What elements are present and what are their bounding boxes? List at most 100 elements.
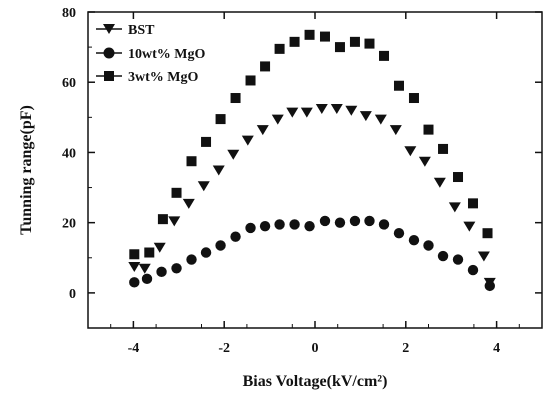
data-point: [319, 31, 330, 42]
data-point: [330, 104, 343, 115]
data-point: [197, 181, 210, 192]
data-point: [408, 93, 419, 104]
data-point: [452, 254, 464, 265]
x-tick-label: 4: [493, 341, 500, 356]
data-point: [304, 29, 315, 40]
data-point: [393, 80, 404, 91]
data-point: [138, 263, 151, 274]
data-point: [289, 219, 300, 230]
legend-label-10wt-mgo: 10wt% MgO: [128, 47, 205, 62]
data-point: [393, 228, 405, 239]
data-point: [171, 263, 182, 274]
data-point: [404, 146, 417, 157]
data-point: [144, 247, 155, 258]
data-point: [201, 136, 212, 147]
data-point: [334, 42, 345, 53]
data-point: [374, 114, 387, 125]
x-tick-labels: -4 -2 0 2 4: [128, 341, 501, 356]
series-3wt-mgo: [129, 29, 493, 260]
data-point: [304, 220, 315, 232]
data-point: [156, 266, 167, 278]
data-point: [378, 219, 390, 230]
data-point: [153, 242, 166, 253]
data-point: [315, 104, 328, 115]
data-point: [215, 114, 226, 125]
data-point: [200, 247, 212, 258]
y-tick-label: 40: [62, 146, 76, 161]
data-point: [256, 125, 269, 136]
data-point: [230, 93, 241, 104]
data-series: [128, 29, 496, 292]
data-point: [467, 198, 478, 209]
data-point: [423, 124, 434, 135]
data-point: [345, 105, 358, 116]
data-point: [271, 114, 284, 125]
data-point: [171, 187, 182, 198]
y-tick-label: 0: [69, 287, 76, 302]
data-point: [319, 215, 331, 227]
x-tick-label: 2: [402, 341, 409, 356]
data-point: [359, 111, 372, 122]
x-tick-label: -2: [218, 341, 230, 356]
legend-marker-10wt-mgo: [103, 47, 115, 59]
data-point: [274, 43, 285, 54]
data-point: [437, 250, 449, 262]
data-point: [349, 36, 360, 47]
data-point: [259, 220, 271, 232]
data-point: [477, 251, 490, 262]
y-tick-labels: 0 20 40 60 80: [62, 6, 76, 302]
data-point: [467, 264, 479, 276]
data-point: [186, 156, 197, 167]
y-tick-label: 60: [62, 76, 76, 91]
legend-label-3wt-mgo: 3wt% MgO: [128, 70, 198, 85]
data-point: [349, 215, 361, 227]
x-tick-label: -4: [128, 341, 140, 356]
axis-ticks: [88, 11, 542, 328]
legend: BST 10wt% MgO 3wt% MgO: [96, 23, 205, 85]
data-point: [453, 172, 464, 183]
data-point: [463, 221, 476, 232]
data-point: [260, 61, 271, 72]
data-point: [230, 231, 241, 242]
data-point: [448, 202, 461, 213]
data-point: [418, 156, 431, 167]
data-point: [300, 107, 313, 118]
data-point: [364, 38, 375, 49]
data-point: [129, 249, 140, 260]
data-point: [245, 75, 256, 86]
legend-marker-bst: [103, 24, 115, 34]
data-point: [168, 216, 181, 227]
data-point: [157, 214, 168, 225]
data-point: [186, 254, 197, 265]
data-point: [433, 177, 446, 188]
data-point: [438, 143, 449, 154]
data-point: [182, 198, 195, 209]
data-point: [289, 36, 300, 47]
data-point: [215, 240, 226, 251]
data-point: [274, 219, 285, 230]
data-point: [364, 215, 375, 227]
y-axis-label: Tunning range(pF): [18, 105, 35, 235]
data-point: [423, 240, 434, 251]
data-point: [212, 165, 225, 176]
legend-marker-3wt-mgo: [104, 71, 114, 81]
x-tick-label: 0: [312, 341, 319, 356]
legend-label-bst: BST: [128, 23, 155, 38]
data-point: [482, 228, 493, 239]
y-tick-label: 80: [62, 6, 76, 21]
data-point: [128, 262, 141, 273]
data-point: [286, 107, 299, 118]
data-point: [241, 135, 254, 146]
data-point: [245, 222, 256, 234]
x-axis-label: Bias Voltage(kV/cm²): [243, 373, 388, 390]
data-point: [227, 149, 240, 160]
data-point: [334, 217, 346, 228]
data-point: [379, 50, 390, 61]
series-10wt-mgo: [129, 215, 495, 292]
data-point: [484, 280, 495, 292]
y-tick-label: 20: [62, 217, 76, 232]
data-point: [408, 235, 420, 246]
data-point: [129, 277, 140, 288]
data-point: [389, 125, 402, 136]
